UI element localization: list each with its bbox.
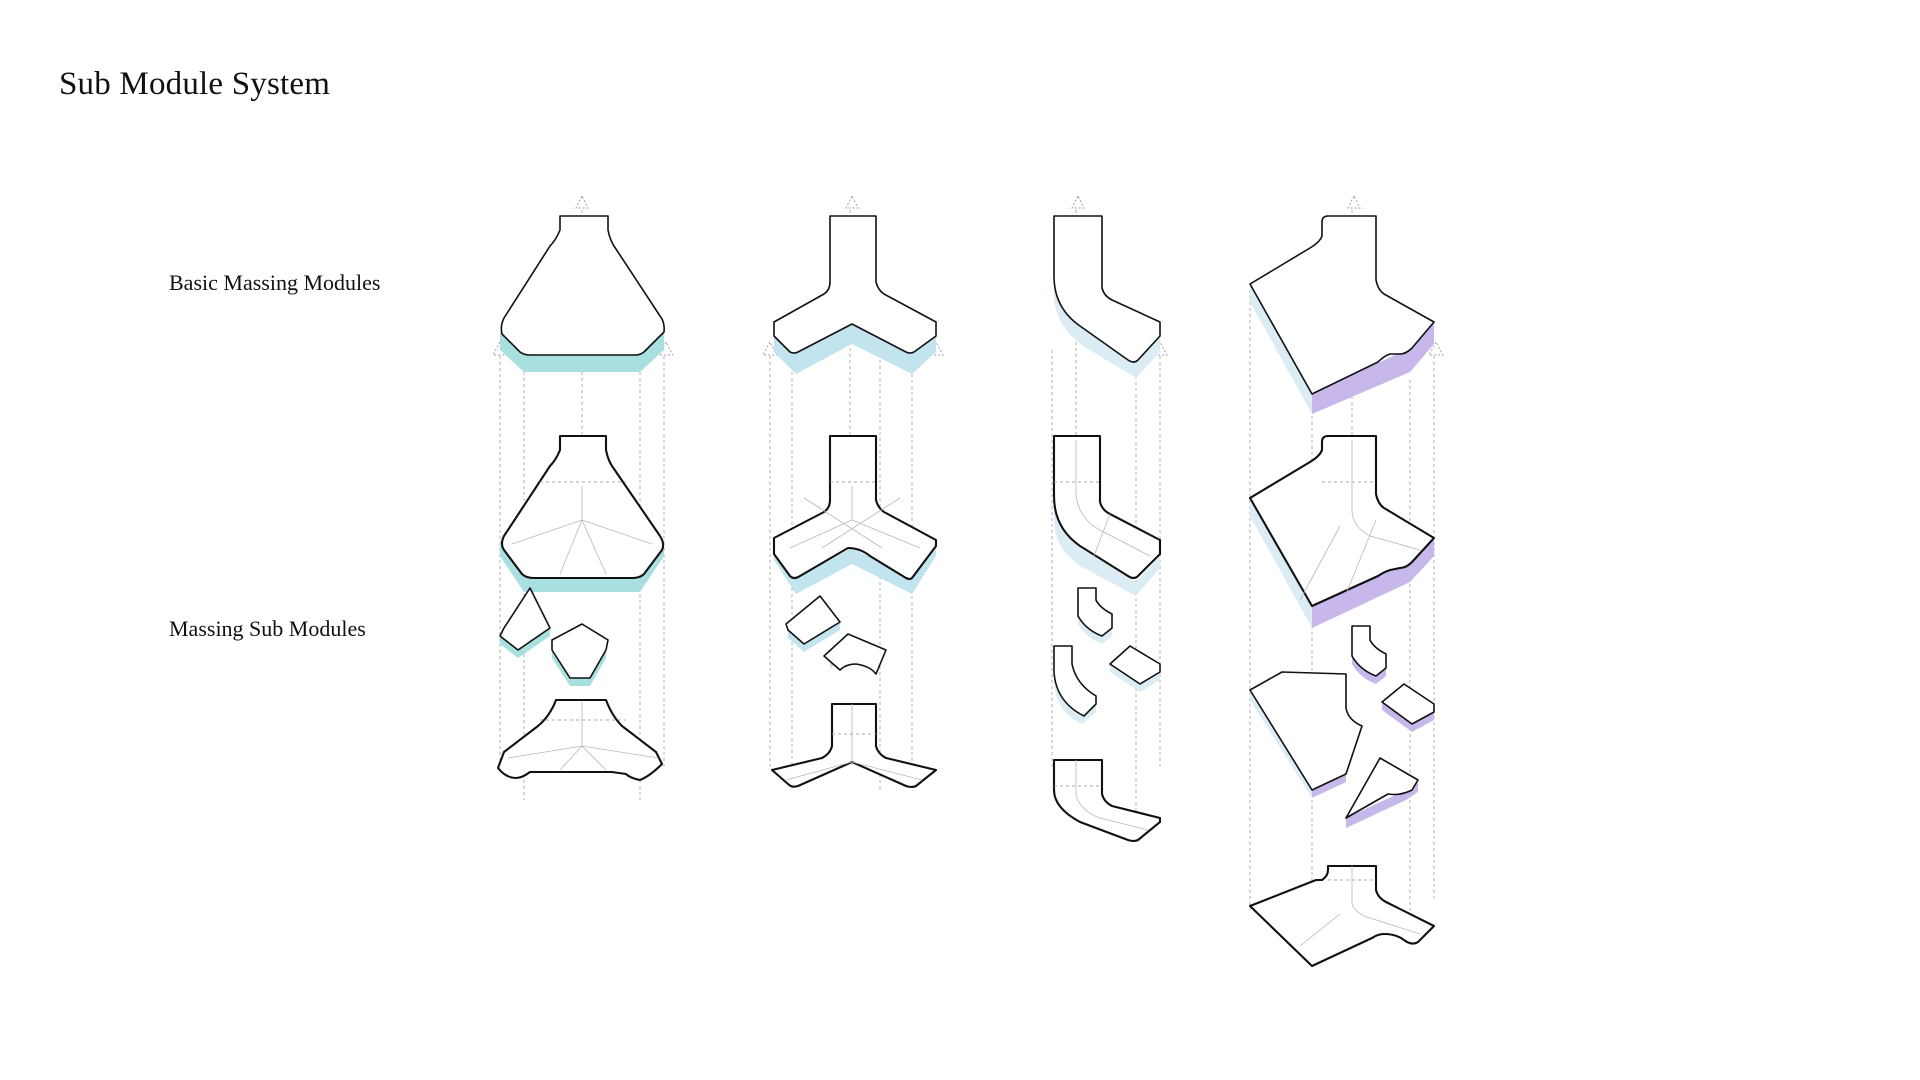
arrow-marker — [1347, 194, 1361, 209]
arrow-marker — [845, 194, 859, 209]
arrow-marker — [1428, 341, 1444, 356]
sub-module — [785, 595, 841, 652]
basic-module — [1249, 215, 1435, 414]
sub-module — [1249, 671, 1363, 798]
module-column-2 — [762, 194, 944, 790]
module-column-3 — [1051, 194, 1168, 843]
plan-outline — [1248, 864, 1436, 968]
arrow-marker — [762, 341, 778, 356]
module-column-1 — [492, 194, 674, 800]
exploded-module — [500, 434, 665, 592]
page-title: Sub Module System — [59, 66, 331, 102]
basic-module — [1053, 215, 1161, 378]
plan-outline — [770, 702, 938, 789]
sub-module — [1077, 587, 1113, 644]
sub-module — [499, 587, 551, 658]
arrow-marker — [658, 341, 674, 356]
basic-module — [500, 215, 665, 372]
massing-sub-modules-label: Massing Sub Modules — [169, 616, 366, 641]
arrow-marker — [575, 194, 589, 209]
exploded-module — [1052, 434, 1162, 596]
sub-module — [1381, 683, 1435, 732]
sub-module — [1053, 645, 1097, 724]
exploded-module — [772, 434, 938, 594]
exploded-module — [1248, 434, 1436, 628]
guide-lines — [499, 210, 665, 800]
sub-module — [1351, 625, 1387, 684]
sub-module — [823, 633, 887, 675]
basic-module — [773, 215, 937, 374]
basic-massing-modules-label: Basic Massing Modules — [169, 270, 381, 295]
sub-module — [1109, 645, 1161, 692]
module-column-4 — [1248, 194, 1444, 968]
plan-outline — [1052, 758, 1162, 843]
plan-outline — [496, 698, 664, 782]
sub-module — [1345, 757, 1419, 828]
sub-module — [551, 623, 609, 686]
arrow-marker — [1071, 194, 1085, 209]
